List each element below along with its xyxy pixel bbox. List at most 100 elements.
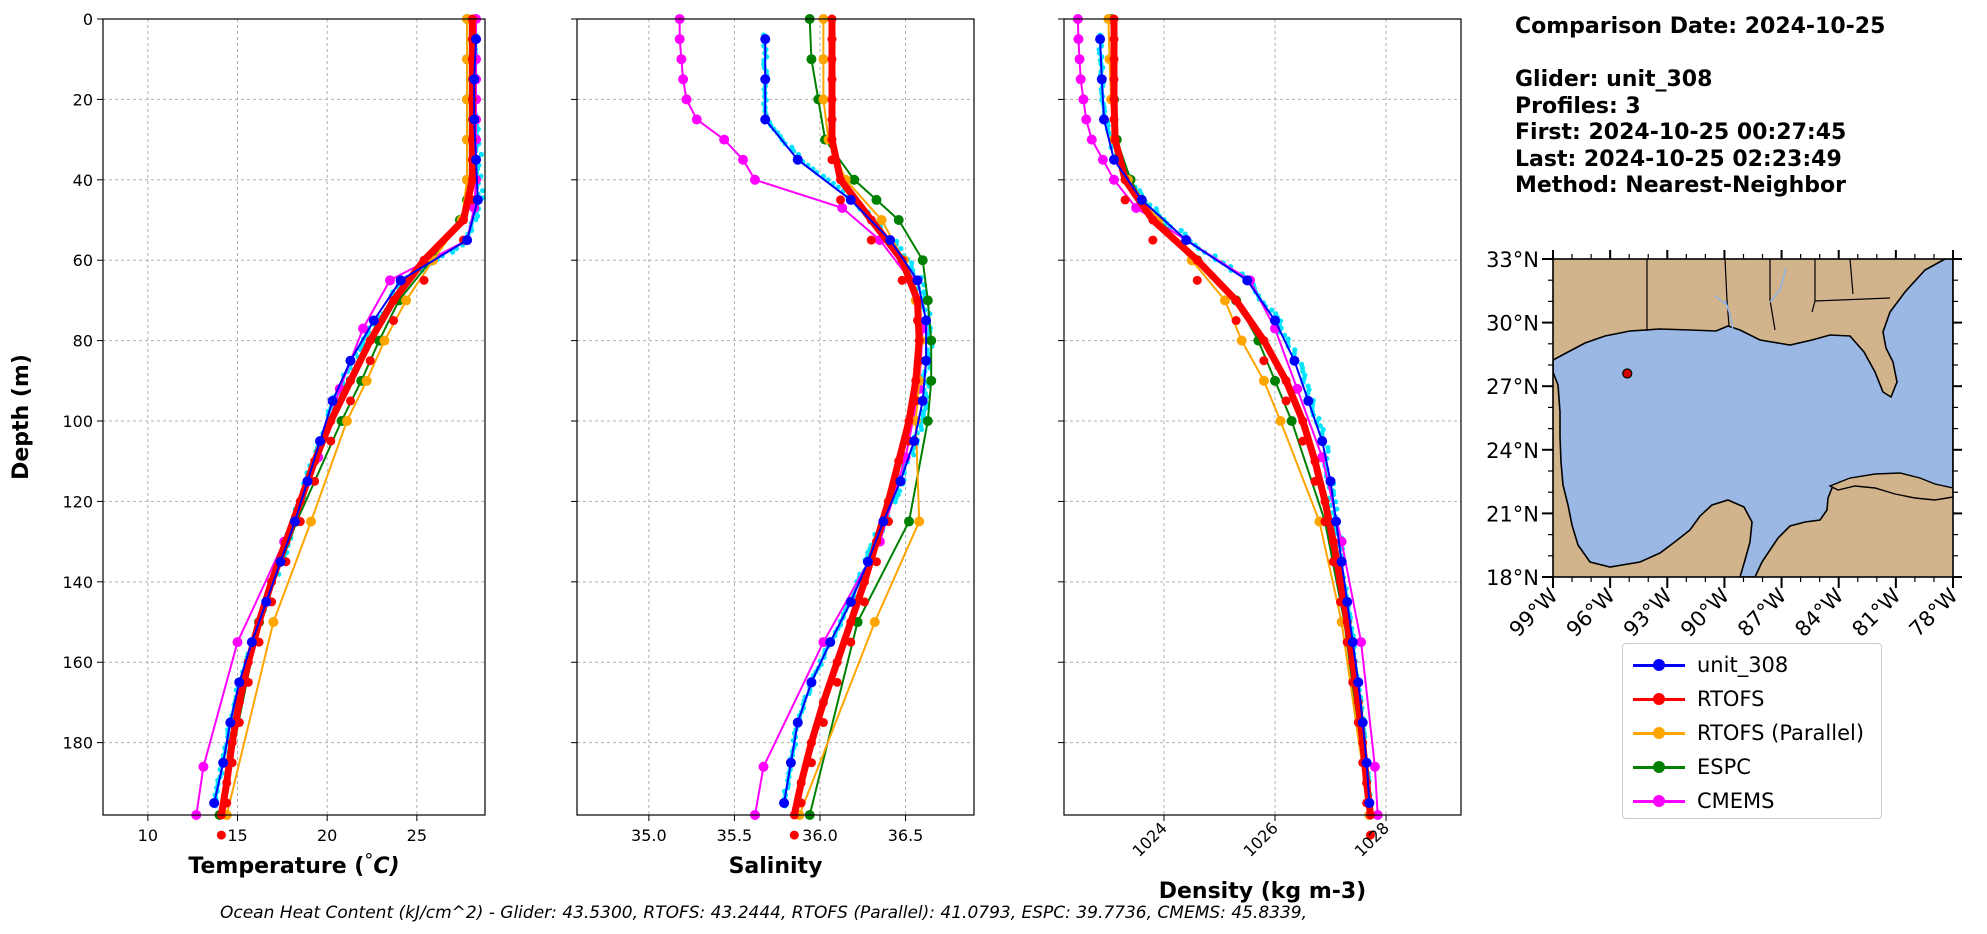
data-point [232, 637, 243, 648]
map-lat-label: 33°N [1486, 248, 1539, 272]
data-point [227, 758, 237, 768]
data-point [827, 115, 837, 125]
data-point [827, 74, 837, 84]
data-point [365, 356, 375, 366]
data-point [1109, 94, 1119, 104]
axes-frame [102, 18, 486, 816]
legend-label: RTOFS (Parallel) [1697, 721, 1865, 745]
data-point [789, 830, 799, 840]
glider-raw-point [478, 151, 485, 158]
data-point [1298, 416, 1308, 426]
data-point [389, 295, 399, 305]
data-point [327, 395, 338, 406]
data-point [261, 596, 272, 607]
y-axis-label: Depth (m) [9, 354, 34, 480]
data-point [912, 275, 923, 286]
data-point [1236, 335, 1247, 346]
data-point [674, 34, 685, 45]
data-point [389, 316, 399, 326]
data-point [676, 54, 687, 65]
data-point [827, 135, 837, 145]
data-point [792, 154, 803, 165]
data-point [234, 718, 244, 728]
data-point [832, 677, 842, 687]
data-point [681, 94, 692, 105]
data-point [1259, 356, 1269, 366]
data-point [216, 830, 226, 840]
data-point [401, 295, 412, 306]
y-tick-label: 180 [62, 734, 93, 753]
data-point [1328, 537, 1338, 547]
axes-frame [576, 18, 975, 816]
data-point [911, 396, 921, 406]
series-line [1110, 18, 1371, 816]
data-point [846, 637, 856, 647]
data-point [365, 336, 375, 346]
data-point [1286, 416, 1297, 427]
series-rtofs [1109, 14, 1375, 840]
data-point [358, 323, 369, 334]
data-point [1328, 557, 1338, 567]
legend-swatch [1633, 723, 1685, 743]
data-point [1231, 316, 1241, 326]
data-point [885, 235, 896, 246]
data-point [1097, 154, 1108, 165]
data-point [921, 315, 932, 326]
glider-raw-point [1317, 423, 1323, 429]
x-tick-label: 1024 [1129, 818, 1171, 860]
data-point [1258, 375, 1269, 386]
profile-count: Profiles: 3 [1515, 93, 1641, 119]
data-point [227, 738, 237, 748]
data-point [1317, 436, 1328, 447]
data-point [1320, 496, 1330, 506]
data-point [691, 114, 702, 125]
data-point [306, 516, 317, 527]
series-espc [1106, 14, 1375, 820]
x-tick-label: 10 [138, 826, 158, 845]
data-point [209, 797, 220, 808]
data-point [818, 697, 828, 707]
rtofs-band [790, 19, 923, 816]
cuba [1828, 472, 1953, 501]
data-point [1310, 456, 1320, 466]
data-point [796, 798, 806, 808]
data-point [225, 717, 236, 728]
data-point [827, 34, 837, 44]
data-point [1078, 94, 1089, 105]
data-point [1303, 395, 1314, 406]
data-point [859, 577, 869, 587]
data-point [234, 677, 245, 688]
legend-label: ESPC [1697, 755, 1751, 779]
ohc-footer: Ocean Heat Content (kJ/cm^2) - Glider: 4… [0, 903, 1987, 923]
data-point [837, 202, 848, 213]
data-point [785, 757, 796, 768]
data-point [1109, 34, 1119, 44]
data-point [326, 436, 336, 446]
data-point [472, 194, 483, 205]
series-rtofs-parallel- [221, 14, 473, 820]
data-point [471, 34, 482, 45]
legend-label: RTOFS [1697, 687, 1765, 711]
data-point [419, 275, 429, 285]
data-point [859, 597, 869, 607]
data-point [869, 617, 880, 628]
data-point [827, 94, 837, 104]
method: Method: Nearest-Neighbor [1515, 173, 1846, 198]
data-point [1357, 717, 1368, 728]
data-point [1361, 757, 1372, 768]
legend-label: unit_308 [1697, 653, 1789, 677]
series-line [793, 19, 921, 816]
series-line [1076, 18, 1379, 816]
data-point [198, 761, 209, 772]
info-spacer [1515, 41, 1885, 68]
profile-panel-2: 35.0 35.5 36.0 36.5 Salinity [571, 14, 975, 879]
data-point [419, 255, 429, 265]
data-point [913, 295, 923, 305]
legend-swatch [1633, 689, 1685, 709]
data-point [1109, 74, 1119, 84]
x-tick-label: 25 [407, 826, 427, 845]
data-point [1269, 375, 1280, 386]
glider-raw-point [1334, 506, 1340, 512]
x-tick-label: 36.0 [802, 826, 838, 845]
legend-label: CMEMS [1697, 789, 1775, 813]
